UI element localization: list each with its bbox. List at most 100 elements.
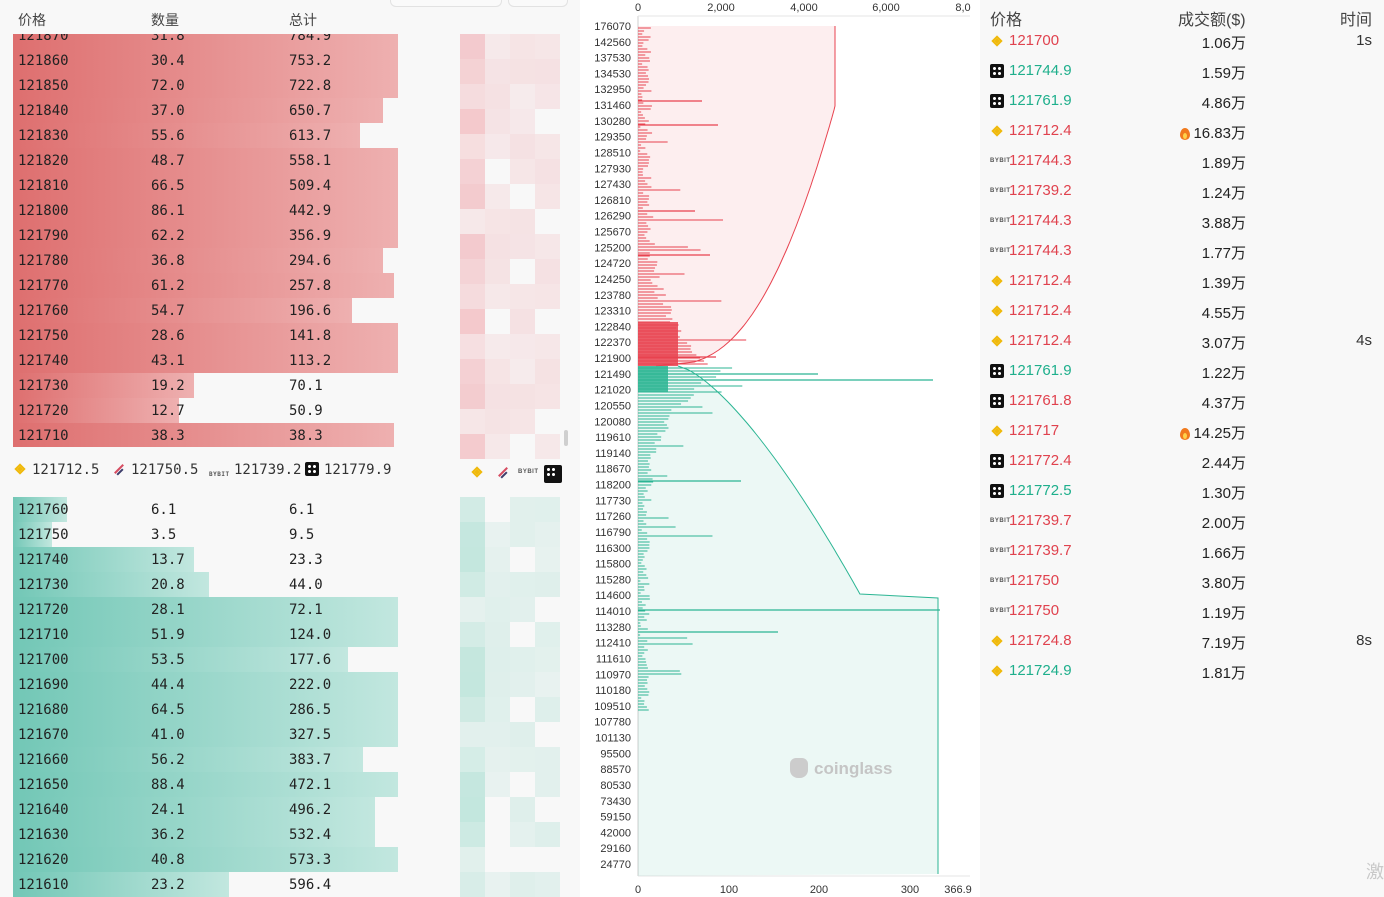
- order-book-row[interactable]: 121740 43.1 113.2: [13, 348, 398, 373]
- depth-bar: [13, 123, 360, 148]
- trade-amount-value: 1.22万: [1201, 365, 1246, 382]
- binance-icon[interactable]: [470, 465, 484, 479]
- trade-row[interactable]: 121761.8 4.37万: [980, 387, 1384, 417]
- heatmap-cell: [510, 84, 535, 109]
- order-book-row[interactable]: 121730 20.8 44.0: [13, 572, 398, 597]
- order-book-row[interactable]: 121790 62.2 356.9: [13, 223, 398, 248]
- trade-row[interactable]: 121724.9 1.81万: [980, 657, 1384, 687]
- ticker-price: 121779.9: [324, 462, 392, 478]
- order-book-row[interactable]: 121850 72.0 722.8: [13, 73, 398, 98]
- bybit-icon: [990, 184, 1010, 198]
- order-book-row[interactable]: 121690 44.4 222.0: [13, 672, 398, 697]
- trade-row[interactable]: 121744.3 3.88万: [980, 207, 1384, 237]
- heatmap-cell: [460, 597, 485, 622]
- row-qty: 48.7: [151, 153, 185, 169]
- order-book-row[interactable]: 121840 37.0 650.7: [13, 98, 398, 123]
- order-book-row[interactable]: 121680 64.5 286.5: [13, 697, 398, 722]
- trade-row[interactable]: 121739.7 2.00万: [980, 507, 1384, 537]
- trade-amount: 2.44万: [1202, 452, 1246, 473]
- top-tab-right[interactable]: [508, 0, 568, 7]
- order-book-row[interactable]: 121650 88.4 472.1: [13, 772, 398, 797]
- trade-row[interactable]: 121761.9 4.86万: [980, 87, 1384, 117]
- order-book-row[interactable]: 121830 55.6 613.7: [13, 123, 398, 148]
- order-book-row[interactable]: 121730 19.2 70.1: [13, 373, 398, 398]
- heatmap-cell: [485, 234, 510, 259]
- trade-row[interactable]: 121712.4 1.39万: [980, 267, 1384, 297]
- header-qty[interactable]: 数量: [151, 12, 179, 28]
- trade-row[interactable]: 121772.5 1.30万: [980, 477, 1384, 507]
- trade-price: 121761.8: [1009, 392, 1072, 409]
- order-book-row[interactable]: 121610 23.2 596.4: [13, 872, 398, 897]
- row-qty: 66.5: [151, 178, 185, 194]
- top-tab-left[interactable]: [390, 0, 502, 7]
- order-book-row[interactable]: 121720 12.7 50.9: [13, 398, 398, 423]
- depth-bar: [13, 822, 375, 847]
- trade-price: 121724.9: [1009, 662, 1072, 679]
- order-book-row[interactable]: 121710 51.9 124.0: [13, 622, 398, 647]
- trade-amount-value: 1.89万: [1201, 155, 1246, 172]
- trade-row[interactable]: 121744.3 1.77万: [980, 237, 1384, 267]
- order-book-row[interactable]: 121710 38.3 38.3: [13, 423, 398, 447]
- trade-amount-value: 1.59万: [1201, 65, 1246, 82]
- exchange-filter: [466, 462, 566, 484]
- trade-price: 121750: [1009, 602, 1060, 619]
- order-book-row[interactable]: 121620 40.8 573.3: [13, 847, 398, 872]
- trade-row[interactable]: 121761.9 1.22万: [980, 357, 1384, 387]
- order-book-row[interactable]: 121720 28.1 72.1: [13, 597, 398, 622]
- heatmap-cell: [460, 309, 485, 334]
- trade-row[interactable]: 121739.7 1.66万: [980, 537, 1384, 567]
- price-level-label: 116300: [595, 543, 631, 555]
- heatmap-cell: [535, 434, 560, 459]
- trade-row[interactable]: 121712.4 4.55万: [980, 297, 1384, 327]
- trade-row[interactable]: 121750 1.19万: [980, 597, 1384, 627]
- depth-bar: [13, 872, 229, 897]
- order-book-row[interactable]: 121780 36.8 294.6: [13, 248, 398, 273]
- trade-row[interactable]: 121712.4 16.83万: [980, 117, 1384, 147]
- trade-row[interactable]: 121772.4 2.44万: [980, 447, 1384, 477]
- row-total: 9.5: [289, 527, 315, 543]
- order-book-row[interactable]: 121810 66.5 509.4: [13, 173, 398, 198]
- order-book-row[interactable]: 121640 24.1 496.2: [13, 797, 398, 822]
- order-book-row[interactable]: 121870 31.8 784.9: [13, 34, 398, 48]
- asks-scroll-indicator[interactable]: [564, 430, 568, 446]
- asks-list: 121870 31.8 784.9 121860 30.4 753.2 121850 72.0…: [13, 34, 398, 447]
- heatmap-cell: [535, 384, 560, 409]
- order-book-row[interactable]: 121740 13.7 23.3: [13, 547, 398, 572]
- binance-icon: [990, 634, 1004, 648]
- bybit-icon[interactable]: [518, 465, 538, 479]
- price-level-label: 137530: [594, 53, 631, 65]
- trade-row[interactable]: 121712.4 3.07万 4s: [980, 327, 1384, 357]
- heatmap-cell: [460, 384, 485, 409]
- order-book-row[interactable]: 121750 28.6 141.8: [13, 323, 398, 348]
- trade-row[interactable]: 121739.2 1.24万: [980, 177, 1384, 207]
- trade-row[interactable]: 121724.8 7.19万 8s: [980, 627, 1384, 657]
- trade-row[interactable]: 121744.3 1.89万: [980, 147, 1384, 177]
- order-book-row[interactable]: 121700 53.5 177.6: [13, 647, 398, 672]
- heatmap-cell: [485, 259, 510, 284]
- order-book-row[interactable]: 121670 41.0 327.5: [13, 722, 398, 747]
- header-total[interactable]: 总计: [289, 12, 317, 28]
- order-book-row[interactable]: 121860 30.4 753.2: [13, 48, 398, 73]
- order-book-row[interactable]: 121630 36.2 532.4: [13, 822, 398, 847]
- trade-row[interactable]: 121700 1.06万 1s: [980, 27, 1384, 57]
- row-price: 121740: [18, 552, 69, 568]
- order-book-row[interactable]: 121750 3.5 9.5: [13, 522, 398, 547]
- header-price[interactable]: 价格: [18, 12, 46, 28]
- order-book-row[interactable]: 121760 54.7 196.6: [13, 298, 398, 323]
- bitget-icon[interactable]: [496, 465, 510, 479]
- order-book-row[interactable]: 121760 6.1 6.1: [13, 497, 398, 522]
- order-book-row[interactable]: 121800 86.1 442.9: [13, 198, 398, 223]
- row-qty: 56.2: [151, 752, 185, 768]
- trade-row[interactable]: 121717 14.25万: [980, 417, 1384, 447]
- okx-icon[interactable]: [544, 465, 562, 483]
- trade-row[interactable]: 121750 3.80万: [980, 567, 1384, 597]
- order-book-row[interactable]: 121660 56.2 383.7: [13, 747, 398, 772]
- order-book-row[interactable]: 121820 48.7 558.1: [13, 148, 398, 173]
- order-book-row[interactable]: 121770 61.2 257.8: [13, 273, 398, 298]
- bottom-axis-tick-label: 300: [901, 884, 919, 896]
- trade-row[interactable]: 121744.9 1.59万: [980, 57, 1384, 87]
- price-level-label: 123310: [594, 306, 631, 318]
- row-qty: 36.2: [151, 827, 185, 843]
- row-price: 121720: [18, 403, 69, 419]
- heatmap-cell: [510, 34, 535, 59]
